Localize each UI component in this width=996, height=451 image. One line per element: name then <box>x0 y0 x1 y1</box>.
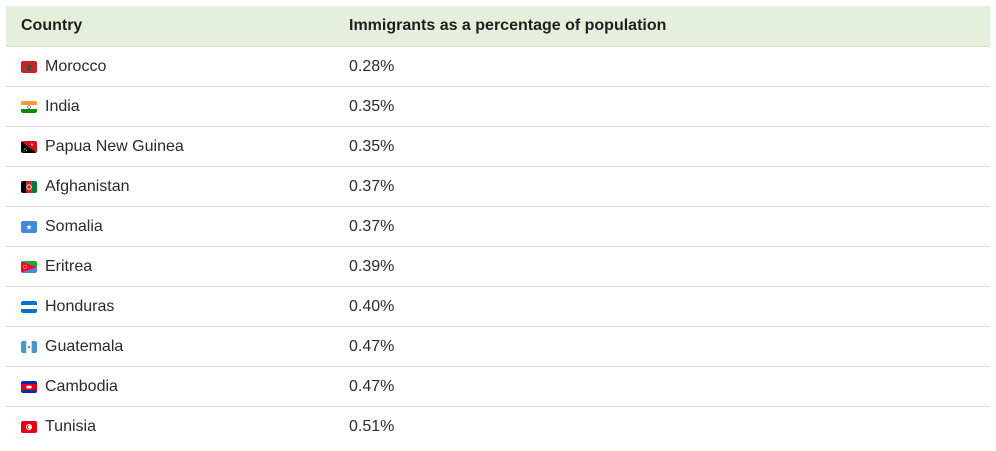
table-header: Country Immigrants as a percentage of po… <box>6 6 990 47</box>
country-name: Papua New Guinea <box>45 137 184 155</box>
india-flag-icon <box>21 100 37 113</box>
percentage-value: 0.51% <box>349 417 395 435</box>
data-table-container: Country Immigrants as a percentage of po… <box>6 6 990 446</box>
cambodia-flag-icon <box>21 380 37 393</box>
percentage-value: 0.40% <box>335 286 990 327</box>
country-cell: Afghanistan <box>6 166 335 207</box>
country-name: India <box>45 97 80 115</box>
table-row: Eritrea 0.39% <box>6 246 990 287</box>
morocco-flag-icon <box>21 60 37 73</box>
percentage-value: 0.28% <box>335 46 990 87</box>
country-name: Morocco <box>45 57 107 75</box>
country-cell: Papua New Guinea <box>6 126 335 167</box>
country-name: Tunisia <box>45 417 96 435</box>
papua-new-guinea-flag-icon <box>21 140 37 153</box>
table-row: Papua New Guinea 0.35% <box>6 126 990 167</box>
percentage-value: 0.47% <box>335 326 990 367</box>
country-name: Honduras <box>45 297 115 315</box>
country-cell: Honduras <box>6 286 335 327</box>
country-cell: Morocco <box>6 46 335 87</box>
honduras-flag-icon <box>21 300 37 313</box>
somalia-flag-icon <box>21 220 37 233</box>
country-name: Afghanistan <box>45 177 130 195</box>
percentage-value: 0.39% <box>335 246 990 287</box>
immigrants-table: Country Immigrants as a percentage of po… <box>6 6 990 446</box>
table-row: Afghanistan 0.37% <box>6 166 990 207</box>
column-header-country[interactable]: Country <box>6 6 335 47</box>
percentage-value: 0.35% <box>335 86 990 127</box>
percentage-value: 0.35% <box>335 126 990 167</box>
country-name: Somalia <box>45 217 103 235</box>
tunisia-flag-icon <box>21 420 37 433</box>
afghanistan-flag-icon <box>21 180 37 193</box>
percentage-value: 0.37% <box>335 206 990 247</box>
country-cell: Guatemala <box>6 326 335 367</box>
table-row: Cambodia 0.47% <box>6 366 990 407</box>
percentage-value: 0.47% <box>335 366 990 407</box>
country-name: Cambodia <box>45 377 118 395</box>
table-row: Guatemala 0.47% <box>6 326 990 367</box>
table-body: Morocco 0.28% India 0.35% <box>6 46 990 447</box>
header-row: Country Immigrants as a percentage of po… <box>6 6 990 47</box>
table-row: Somalia 0.37% <box>6 206 990 247</box>
guatemala-flag-icon <box>21 340 37 353</box>
country-cell: India <box>6 86 335 127</box>
table-row: Honduras 0.40% <box>6 286 990 327</box>
country-cell: Eritrea <box>6 246 335 287</box>
column-header-percentage[interactable]: Immigrants as a percentage of population <box>335 6 990 47</box>
eritrea-flag-icon <box>21 260 37 273</box>
table-row: Morocco 0.28% <box>6 46 990 87</box>
percentage-value: 0.37% <box>335 166 990 207</box>
country-cell: Tunisia <box>6 407 335 447</box>
table-row: Tunisia 0.51% <box>6 407 990 447</box>
country-cell: Somalia <box>6 206 335 247</box>
country-name: Eritrea <box>45 257 93 275</box>
country-name: Guatemala <box>45 337 124 355</box>
table-row: India 0.35% <box>6 86 990 127</box>
country-cell: Cambodia <box>6 366 335 407</box>
